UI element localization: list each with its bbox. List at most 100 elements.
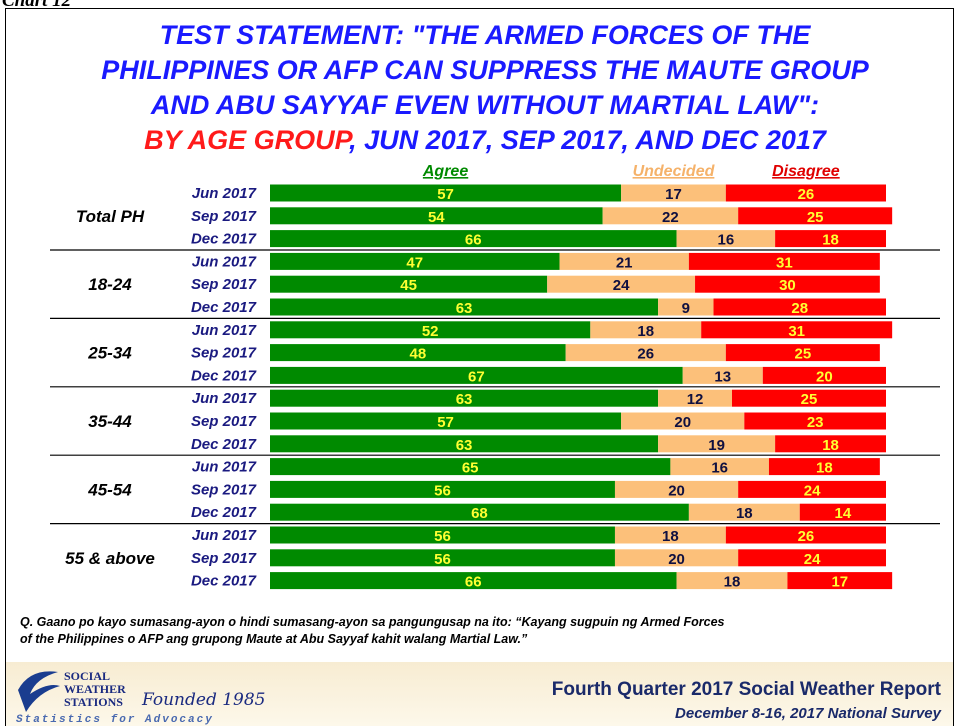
value-label: 24 [804,482,821,499]
value-label: 20 [674,414,691,431]
legend-entry: Agree [422,163,468,180]
period-label: Sep 2017 [191,413,257,430]
bar-segment [270,252,560,270]
title-line: AND ABU SAYYAF EVEN WITHOUT MARTIAL LAW"… [150,90,819,120]
period-label: Jun 2017 [192,527,257,544]
value-label: 56 [434,551,451,568]
value-label: 26 [798,528,815,545]
group-label: Total PH [76,207,145,226]
bar-segment [270,230,677,248]
question: of the Philippines o AFP ang grupong Mau… [20,632,528,646]
bar-segment [270,184,622,202]
bar-segment [688,503,800,521]
value-label: 18 [724,574,741,591]
bar-segment [270,366,683,384]
bar-segment [621,412,745,430]
survey-dates: December 8-16, 2017 National Survey [675,705,942,722]
legend-entry: Undecided [633,163,716,180]
bar-segment [676,230,776,248]
bar-segment [547,275,696,293]
bar-segment [732,389,886,407]
group-label: 45-54 [87,480,132,499]
subtitle-part: , JUN 2017, SEP 2017, AND DEC 2017 [348,125,828,155]
period-label: Jun 2017 [192,322,257,339]
value-label: 25 [807,209,824,226]
value-label: 18 [822,232,839,249]
bar-segment [270,503,689,521]
value-label: 28 [791,300,808,317]
bar-segment [270,207,603,225]
bar-segment [738,207,893,225]
bar-segment [270,412,622,430]
value-label: 16 [711,460,728,477]
value-label: 48 [409,346,426,363]
value-label: 57 [437,414,454,431]
bar-segment [695,275,880,293]
report-title: Fourth Quarter 2017 Social Weather Repor… [552,679,942,700]
bar-segment [270,480,615,498]
value-label: 56 [434,528,451,545]
value-label: 57 [437,186,454,203]
bar-segment [713,298,886,316]
footer-band [6,662,953,726]
bar-segment [725,344,880,362]
value-label: 17 [665,186,682,203]
value-label: 66 [465,574,482,591]
bar-segment [270,344,566,362]
frame [5,8,954,726]
subtitle: BY AGE GROUP, JUN 2017, SEP 2017, AND DE… [144,125,828,155]
bar-segment [270,298,659,316]
logo-text: WEATHER [64,682,126,696]
value-label: 52 [422,323,439,340]
value-label: 13 [714,368,731,385]
group-label: 25-34 [87,344,132,363]
value-label: 30 [779,277,796,294]
bar-segment [670,458,769,476]
period-label: Sep 2017 [191,208,257,225]
value-label: 20 [816,368,833,385]
logo-text: SOCIAL [64,669,110,683]
value-label: 22 [662,209,679,226]
value-label: 20 [668,482,685,499]
bar-segment [270,275,548,293]
bar-segment [590,321,702,339]
chart-label: Chart 12 [2,0,72,11]
value-label: 17 [831,574,848,591]
question: Q. Gaano po kayo sumasang-ayon o hindi s… [20,615,725,629]
bar-segment [682,366,763,384]
value-label: 45 [400,277,417,294]
period-label: Dec 2017 [191,436,257,453]
bar-segment [270,526,615,544]
bar-segment [768,458,880,476]
group-label: 18-24 [88,275,132,294]
legend-entry: Disagree [772,163,840,180]
bar-segment [614,480,739,498]
period-label: Jun 2017 [192,459,257,476]
value-label: 25 [801,391,818,408]
period-label: Sep 2017 [191,276,257,293]
period-label: Dec 2017 [191,231,257,248]
bar-segment [762,366,886,384]
bar-segment [658,298,714,316]
value-label: 66 [465,232,482,249]
bar-segment [775,230,886,248]
value-label: 65 [462,460,479,477]
bar-segment [725,526,886,544]
value-label: 18 [637,323,654,340]
value-label: 14 [835,505,852,522]
value-label: 67 [468,368,485,385]
logo-text: STATIONS [64,695,123,709]
bar-segment [614,549,739,567]
tagline: Statistics for Advocacy [16,714,214,726]
period-label: Dec 2017 [191,299,257,316]
period-label: Jun 2017 [192,390,257,407]
bar-segment [270,549,615,567]
bar-segment [270,321,591,339]
value-label: 63 [456,300,473,317]
period-label: Jun 2017 [192,185,257,202]
value-label: 56 [434,482,451,499]
bar-segment [602,207,739,225]
bar-segment [658,435,776,453]
period-label: Sep 2017 [191,345,257,362]
